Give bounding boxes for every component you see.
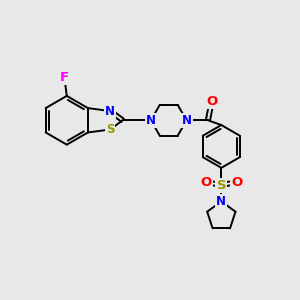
Text: S: S — [217, 178, 226, 192]
Text: N: N — [182, 114, 192, 127]
Text: O: O — [200, 176, 211, 189]
Text: F: F — [60, 71, 69, 84]
Text: N: N — [105, 105, 115, 118]
Text: S: S — [106, 123, 114, 136]
Text: N: N — [146, 114, 156, 127]
Text: O: O — [231, 176, 242, 189]
Text: N: N — [216, 195, 226, 208]
Text: O: O — [206, 95, 217, 108]
